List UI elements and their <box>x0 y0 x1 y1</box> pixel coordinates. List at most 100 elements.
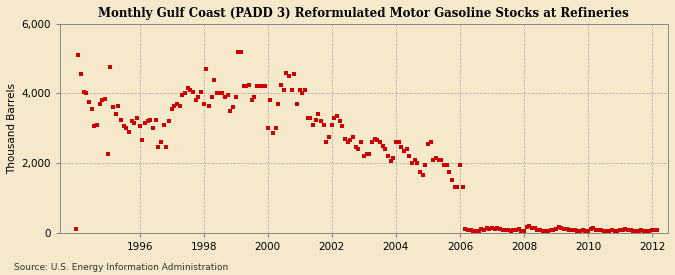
Point <box>361 152 372 156</box>
Point <box>254 84 265 89</box>
Point <box>457 185 468 189</box>
Point <box>297 91 308 96</box>
Point <box>151 117 161 122</box>
Point <box>302 116 313 120</box>
Point <box>390 140 401 144</box>
Point <box>417 173 428 177</box>
Point <box>596 228 607 233</box>
Point <box>129 121 140 125</box>
Point <box>649 227 660 232</box>
Point <box>406 161 417 165</box>
Point <box>241 84 252 89</box>
Point <box>142 119 153 123</box>
Point <box>268 131 279 136</box>
Point <box>327 123 338 127</box>
Point <box>340 136 350 141</box>
Point <box>174 103 185 108</box>
Point <box>118 124 129 129</box>
Point <box>396 145 406 150</box>
Point <box>414 169 425 174</box>
Point <box>310 117 321 122</box>
Point <box>633 229 644 233</box>
Point <box>159 123 169 127</box>
Point <box>554 225 564 230</box>
Point <box>137 138 148 142</box>
Point <box>452 185 462 189</box>
Point <box>300 88 310 92</box>
Point <box>107 105 118 109</box>
Point <box>444 169 455 174</box>
Point <box>348 135 358 139</box>
Point <box>319 123 329 127</box>
Point <box>607 228 618 233</box>
Point <box>559 227 570 231</box>
Point <box>380 147 391 151</box>
Point <box>115 117 126 122</box>
Point <box>577 228 588 233</box>
Point <box>489 227 500 231</box>
Point <box>454 163 465 167</box>
Point <box>345 138 356 142</box>
Point <box>622 228 633 232</box>
Point <box>81 91 92 96</box>
Point <box>76 72 86 76</box>
Point <box>134 124 145 129</box>
Point <box>180 91 190 96</box>
Point <box>476 227 487 231</box>
Point <box>275 82 286 87</box>
Point <box>610 229 620 233</box>
Point <box>124 130 134 134</box>
Point <box>620 227 630 232</box>
Point <box>316 119 327 123</box>
Point <box>356 140 367 144</box>
Point <box>375 140 385 144</box>
Point <box>342 140 353 144</box>
Point <box>566 228 577 232</box>
Point <box>78 89 89 94</box>
Point <box>185 88 196 92</box>
Point <box>350 145 361 150</box>
Point <box>305 116 316 120</box>
Point <box>404 154 414 158</box>
Point <box>265 98 276 103</box>
Point <box>508 227 518 232</box>
Point <box>207 95 217 99</box>
Point <box>591 227 601 232</box>
Point <box>465 228 476 233</box>
Point <box>532 227 543 232</box>
Title: Monthly Gulf Coast (PADD 3) Reformulated Motor Gasoline Stocks at Refineries: Monthly Gulf Coast (PADD 3) Reformulated… <box>99 7 629 20</box>
Point <box>103 152 113 156</box>
Point <box>551 227 562 231</box>
Point <box>535 228 545 233</box>
Point <box>367 140 377 144</box>
Point <box>462 227 473 232</box>
Point <box>260 84 271 89</box>
Point <box>369 136 380 141</box>
Point <box>524 223 535 228</box>
Point <box>487 226 497 230</box>
Point <box>182 86 193 90</box>
Point <box>292 102 302 106</box>
Point <box>190 98 201 103</box>
Point <box>412 161 423 165</box>
Point <box>617 227 628 232</box>
Point <box>449 185 460 189</box>
Point <box>215 91 225 96</box>
Point <box>198 102 209 106</box>
Point <box>166 107 177 111</box>
Point <box>481 226 492 230</box>
Point <box>599 229 610 233</box>
Point <box>227 105 238 109</box>
Point <box>604 229 615 233</box>
Y-axis label: Thousand Barrels: Thousand Barrels <box>7 83 17 174</box>
Point <box>252 84 263 89</box>
Point <box>625 228 636 233</box>
Point <box>540 229 551 234</box>
Point <box>169 103 180 108</box>
Point <box>289 72 300 76</box>
Point <box>460 227 470 231</box>
Point <box>428 157 439 162</box>
Point <box>230 95 241 99</box>
Point <box>644 229 655 233</box>
Point <box>89 124 100 129</box>
